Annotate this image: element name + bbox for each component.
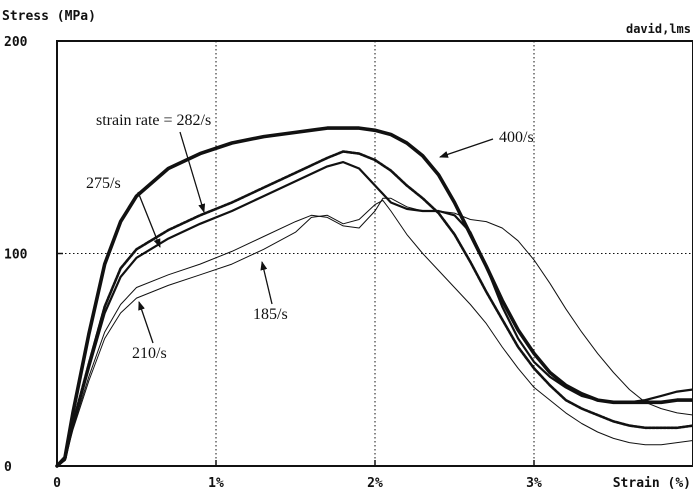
x-tick-label: 1% — [208, 476, 224, 491]
annotation-185: 185/s — [253, 306, 288, 323]
x-axis-label: Strain (%) — [613, 476, 691, 491]
arrow-210 — [138, 301, 154, 344]
x-tick-label: 0 — [53, 476, 61, 491]
annotation-400: 400/s — [499, 129, 534, 146]
arrow-185 — [260, 261, 273, 305]
x-tick-label: 3% — [526, 476, 542, 491]
series-210-line — [56, 199, 693, 467]
annotation-210: 210/s — [132, 345, 167, 362]
corner-label: david,lms — [626, 22, 691, 36]
annotation-275: 275/s — [86, 175, 121, 192]
y-tick-label: 0 — [4, 460, 12, 475]
series-185-line — [56, 197, 693, 467]
series-282-line — [55, 150, 693, 468]
y-tick-label: 200 — [4, 35, 28, 50]
x-tick-label: 2% — [367, 476, 383, 491]
y-axis-label: Stress (MPa) — [2, 9, 96, 24]
series-275-line — [55, 161, 693, 468]
arrow-275 — [137, 191, 161, 248]
annotation-282: strain rate = 282/s — [96, 112, 211, 129]
y-tick-label: 100 — [4, 248, 28, 263]
arrow-282 — [179, 131, 206, 213]
arrow-400 — [439, 138, 494, 158]
